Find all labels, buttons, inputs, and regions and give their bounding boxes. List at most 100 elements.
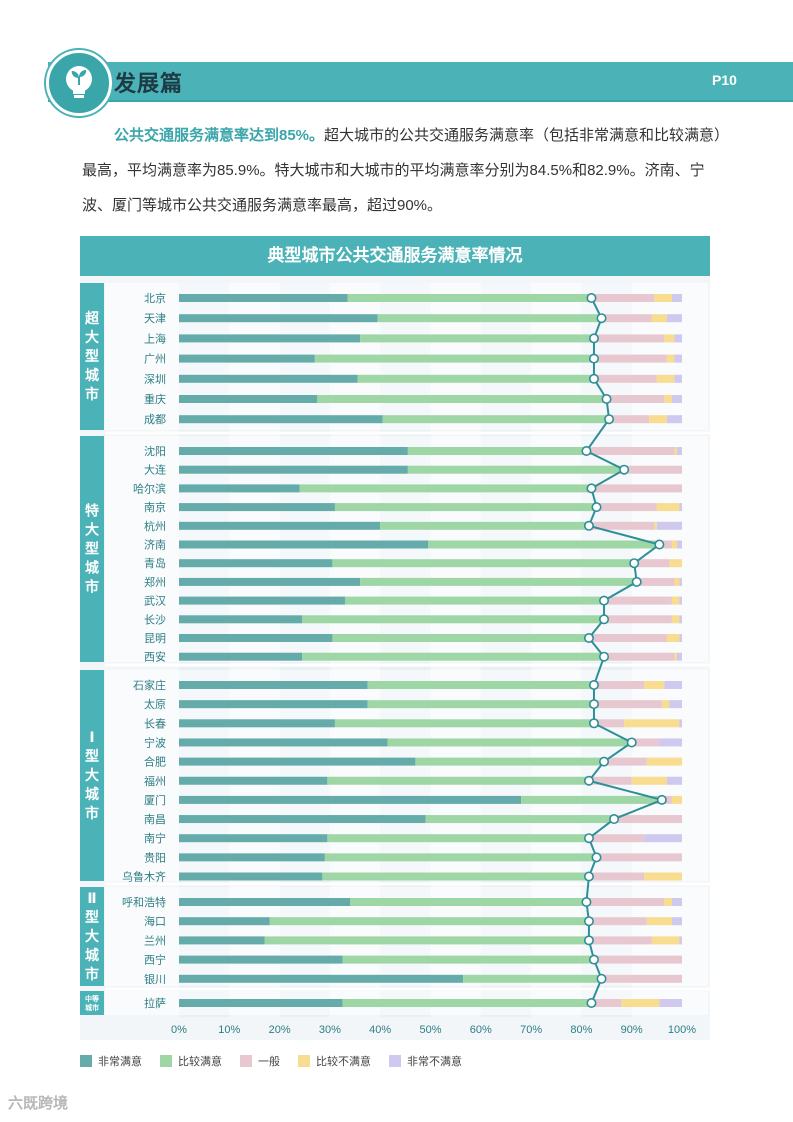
bar-segment-一般 (586, 447, 675, 455)
bar-segment-比较不满意 (624, 719, 680, 728)
group-label-char: 大 (85, 329, 99, 345)
bar-segment-非常不满意 (644, 834, 682, 843)
city-label: 石家庄 (133, 678, 166, 692)
group-label-char: 市 (85, 805, 99, 821)
bar-segment-非常不满意 (674, 374, 682, 383)
bar-segment-非常不满意 (674, 334, 682, 343)
page-number: P10 (712, 72, 737, 88)
satisfaction-marker (583, 916, 594, 927)
city-label: 兰州 (144, 934, 166, 947)
x-tick-label: 50% (419, 1024, 441, 1036)
bar-segment-非常满意 (179, 719, 335, 728)
satisfaction-marker (604, 414, 615, 425)
satisfaction-marker (656, 794, 667, 805)
chart-legend: 非常满意 比较满意 一般 比较不满意 非常不满意 (80, 1052, 480, 1070)
group-label-char: 城 (85, 560, 99, 576)
city-label: 济南 (144, 538, 166, 552)
group-label-char: 大 (85, 767, 99, 783)
city-label: 昆明 (144, 632, 166, 645)
city-label: 郑州 (144, 575, 166, 589)
satisfaction-marker (581, 896, 592, 907)
bar-segment-非常不满意 (666, 776, 682, 785)
group-label: 中等 (85, 994, 99, 1003)
group-label-band (80, 436, 104, 662)
bar-segment-一般 (593, 700, 662, 709)
bar-segment-比较不满意 (651, 936, 680, 945)
bar-segment-比较满意 (342, 999, 592, 1007)
bar-segment-一般 (661, 795, 672, 804)
legend-item-very-satisfied: 非常满意 (80, 1053, 142, 1069)
bar-segment-一般 (593, 681, 645, 689)
bar-segment-比较不满意 (656, 503, 680, 512)
city-label: 贵阳 (144, 851, 166, 864)
legend-swatch (298, 1055, 310, 1067)
bar-segment-一般 (593, 719, 625, 728)
bar-segment-比较满意 (322, 872, 589, 881)
lightbulb-seedling-icon (46, 50, 112, 116)
bar-segment-比较满意 (387, 738, 632, 747)
legend-label: 非常不满意 (407, 1056, 462, 1068)
bar-segment-一般 (588, 521, 655, 530)
group-label-char: 特 (85, 503, 99, 519)
bar-segment-非常满意 (179, 652, 303, 661)
bar-segment-一般 (591, 999, 622, 1007)
group-label-char: 大 (85, 928, 99, 944)
bar-segment-比较不满意 (649, 415, 667, 424)
bar-segment-比较不满意 (644, 681, 665, 689)
bar-segment-非常满意 (179, 757, 416, 766)
bar-segment-一般 (601, 314, 652, 323)
bar-segment-比较满意 (344, 596, 605, 605)
group-label-char: 城 (85, 947, 99, 963)
satisfaction-marker (586, 997, 597, 1008)
satisfaction-marker (599, 651, 610, 662)
satisfaction-marker (599, 595, 610, 606)
legend-item-neutral: 一般 (240, 1053, 280, 1069)
bar-segment-非常满意 (179, 395, 318, 403)
legend-item-dissatisfied: 比较不满意 (298, 1053, 371, 1069)
intro-paragraph: 公共交通服务满意率达到85%。超大城市的公共交通服务满意率（包括非常满意和比较满… (82, 118, 722, 223)
city-label: 厦门 (144, 793, 166, 807)
city-label: 南京 (144, 500, 166, 514)
bar-segment-比较满意 (264, 936, 589, 945)
group-label-char: 型 (85, 748, 99, 764)
city-label: 广州 (144, 353, 166, 366)
x-tick-label: 40% (369, 1024, 391, 1036)
satisfaction-marker (583, 520, 594, 531)
bar-segment-比较不满意 (669, 559, 682, 568)
city-label: 武汉 (144, 595, 166, 608)
bar-segment-非常满意 (179, 898, 351, 906)
bar-segment-比较不满意 (651, 314, 667, 323)
bar-segment-非常不满意 (671, 917, 682, 926)
satisfaction-marker (619, 464, 630, 475)
city-label: 乌鲁木齐 (122, 870, 166, 884)
bar-segment-非常不满意 (679, 577, 682, 586)
legend-swatch (389, 1055, 401, 1067)
bar-segment-一般 (631, 738, 660, 747)
city-label: 南宁 (144, 831, 166, 845)
bar-segment-一般 (593, 374, 657, 383)
x-tick-label: 30% (319, 1024, 341, 1036)
satisfaction-marker (629, 558, 640, 569)
bar-segment-比较满意 (347, 294, 592, 302)
satisfaction-marker (588, 679, 599, 690)
bar-segment-非常不满意 (679, 615, 682, 624)
satisfaction-marker (626, 737, 637, 748)
bar-segment-非常满意 (179, 540, 428, 549)
bar-segment-比较不满意 (671, 596, 680, 605)
group-label-band (80, 283, 104, 430)
bar-segment-比较不满意 (621, 999, 660, 1007)
satisfaction-marker (583, 775, 594, 786)
bar-segment-非常不满意 (676, 652, 682, 661)
bar-segment-比较满意 (380, 521, 589, 530)
bar-segment-一般 (586, 898, 665, 906)
bar-segment-一般 (593, 334, 665, 343)
bar-segment-比较满意 (377, 314, 602, 323)
city-label: 西宁 (144, 953, 166, 967)
city-label: 南昌 (144, 813, 166, 826)
bar-segment-比较不满意 (631, 776, 667, 785)
bar-segment-非常满意 (179, 521, 381, 530)
bar-segment-非常不满意 (659, 999, 682, 1007)
bar-segment-比较不满意 (674, 577, 680, 586)
bar-segment-一般 (659, 540, 672, 549)
